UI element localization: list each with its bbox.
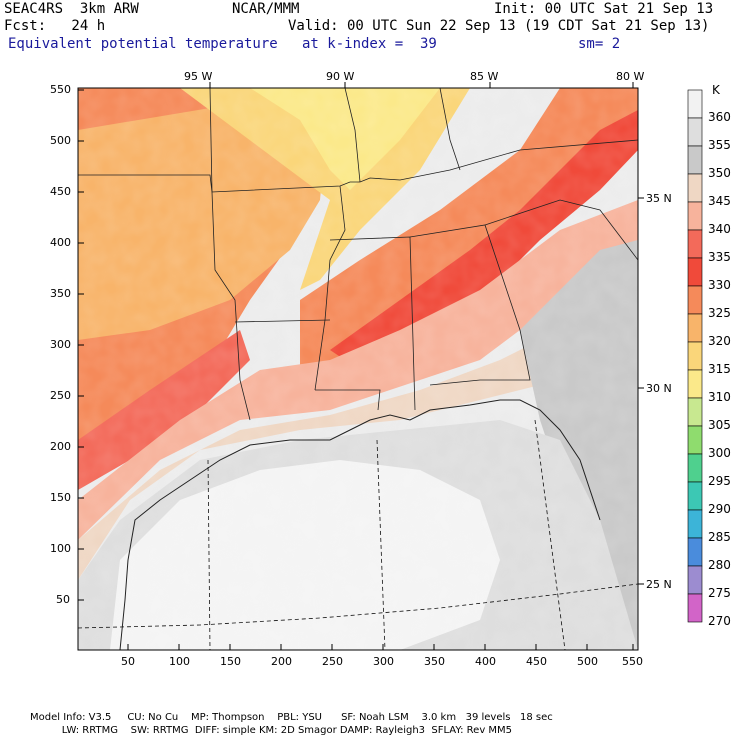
- lat-label-30n: 30 N: [646, 382, 672, 395]
- colorbar-label: 290: [708, 502, 731, 516]
- colorbar-swatch-335: [687, 229, 703, 259]
- x-tick: 100: [169, 655, 190, 668]
- y-tick: 400: [50, 236, 71, 249]
- x-tick: 50: [121, 655, 135, 668]
- colorbar-swatch-305: [687, 397, 703, 427]
- colorbar-swatch-290: [687, 481, 703, 511]
- colorbar-label: 355: [708, 138, 731, 152]
- colorbar-swatch-315: [687, 341, 703, 371]
- y-tick: 100: [50, 542, 71, 555]
- colorbar-label: 340: [708, 222, 731, 236]
- x-tick: 500: [577, 655, 598, 668]
- y-tick: 350: [50, 287, 71, 300]
- colorbar-unit: K: [712, 83, 720, 97]
- colorbar-swatch-320: [687, 313, 703, 343]
- field-name: Equivalent potential temperature: [8, 36, 278, 52]
- colorbar-label: 315: [708, 362, 731, 376]
- colorbar-label: 270: [708, 614, 731, 628]
- map-frame: [77, 87, 639, 651]
- lon-label-90w: 90 W: [326, 70, 355, 83]
- x-tick: 400: [475, 655, 496, 668]
- map-field: [78, 88, 638, 650]
- colorbar-label: 325: [708, 306, 731, 320]
- x-tick: 200: [271, 655, 292, 668]
- y-tick: 250: [50, 389, 71, 402]
- colorbar-label: 305: [708, 418, 731, 432]
- model-title: SEAC4RS 3km ARW: [4, 1, 139, 17]
- state-borders: [78, 88, 638, 421]
- lat-label-35n: 35 N: [646, 192, 672, 205]
- lon-label-85w: 85 W: [470, 70, 499, 83]
- x-tick: 250: [322, 655, 343, 668]
- colorbar-label: 300: [708, 446, 731, 460]
- y-tick: 500: [50, 134, 71, 147]
- colorbar-swatch-340: [687, 201, 703, 231]
- colorbar-swatch-355: [687, 117, 703, 147]
- x-tick: 300: [373, 655, 394, 668]
- graticule: [78, 419, 638, 650]
- lat-label-25n: 25 N: [646, 578, 672, 591]
- colorbar-swatch-325: [687, 285, 703, 315]
- lon-label-80w: 80 W: [616, 70, 645, 83]
- model-info-line1: Model Info: V3.5 CU: No Cu MP: Thompson …: [30, 712, 553, 723]
- colorbar-label: 350: [708, 166, 731, 180]
- x-tick: 550: [622, 655, 643, 668]
- colorbar-swatch-330: [687, 257, 703, 287]
- colorbar-swatch-285: [687, 509, 703, 539]
- x-tick: 150: [220, 655, 241, 668]
- colorbar-swatch-300: [687, 425, 703, 455]
- colorbar: [687, 89, 703, 623]
- colorbar-swatch-280: [687, 537, 703, 567]
- level-label: at k-index = 39: [302, 36, 437, 52]
- forecast-hour: Fcst: 24 h: [4, 18, 106, 34]
- model-info-line2: LW: RRTMG SW: RRTMG DIFF: simple KM: 2D …: [30, 725, 513, 736]
- colorbar-swatch-270: [687, 593, 703, 623]
- y-tick: 550: [50, 83, 71, 96]
- colorbar-label: 285: [708, 530, 731, 544]
- y-tick: 300: [50, 338, 71, 351]
- colorbar-label: 320: [708, 334, 731, 348]
- colorbar-swatch-275: [687, 565, 703, 595]
- colorbar-swatch-345: [687, 173, 703, 203]
- colorbar-label: 330: [708, 278, 731, 292]
- smoothing-label: sm= 2: [578, 36, 621, 52]
- colorbar-swatch-360: [687, 89, 703, 119]
- x-tick: 450: [526, 655, 547, 668]
- colorbar-swatch-310: [687, 369, 703, 399]
- axis-ticks: [78, 82, 644, 650]
- colorbar-swatch-295: [687, 453, 703, 483]
- y-tick: 50: [56, 593, 70, 606]
- x-tick: 350: [424, 655, 445, 668]
- colorbar-swatch-350: [687, 145, 703, 175]
- init-time: Init: 00 UTC Sat 21 Sep 13: [494, 1, 714, 17]
- y-tick: 150: [50, 491, 71, 504]
- colorbar-label: 295: [708, 474, 731, 488]
- colorbar-label: 310: [708, 390, 731, 404]
- colorbar-label: 280: [708, 558, 731, 572]
- colorbar-label: 275: [708, 586, 731, 600]
- valid-time: Valid: 00 UTC Sun 22 Sep 13 (19 CDT Sat …: [288, 18, 710, 34]
- colorbar-label: 335: [708, 250, 731, 264]
- y-tick: 200: [50, 440, 71, 453]
- colorbar-label: 360: [708, 110, 731, 124]
- colorbar-label: 345: [708, 194, 731, 208]
- y-tick: 450: [50, 185, 71, 198]
- coastline: [119, 399, 601, 650]
- lon-label-95w: 95 W: [184, 70, 213, 83]
- org-label: NCAR/MMM: [232, 1, 300, 17]
